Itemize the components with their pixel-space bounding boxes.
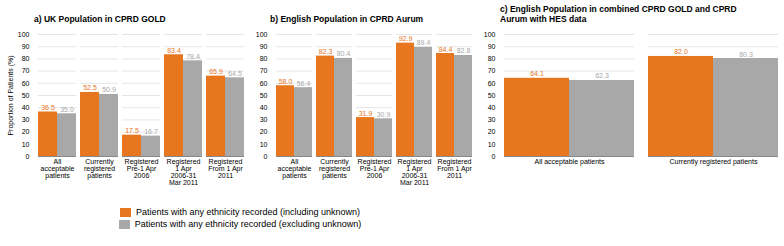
svg-text:65.9: 65.9 bbox=[209, 68, 223, 75]
svg-text:Allacceptablepatients: Allacceptablepatients bbox=[41, 158, 75, 180]
svg-text:64.5: 64.5 bbox=[228, 70, 242, 77]
svg-text:30: 30 bbox=[488, 116, 496, 123]
svg-text:36.5: 36.5 bbox=[41, 104, 55, 111]
svg-text:58.0: 58.0 bbox=[279, 78, 293, 85]
svg-text:60: 60 bbox=[260, 80, 268, 87]
svg-text:All acceptable patients: All acceptable patients bbox=[534, 158, 605, 166]
svg-text:17.5: 17.5 bbox=[125, 127, 139, 134]
svg-text:RegisteredPre-1 Apr2006: RegisteredPre-1 Apr2006 bbox=[358, 158, 392, 179]
svg-text:30: 30 bbox=[260, 116, 268, 123]
svg-text:30.9: 30.9 bbox=[377, 111, 391, 118]
svg-text:Allacceptablepatients: Allacceptablepatients bbox=[278, 158, 312, 180]
html-text:Patients with any ethnicity re: Patients with any ethnicity recorded (ex… bbox=[134, 219, 362, 229]
svg-text:40: 40 bbox=[260, 104, 268, 111]
svg-text:10: 10 bbox=[488, 141, 496, 148]
svg-text:Registered1 Apr2006-31Mar 2011: Registered1 Apr2006-31Mar 2011 bbox=[167, 158, 201, 186]
svg-text:31.9: 31.9 bbox=[359, 110, 373, 117]
svg-text:60: 60 bbox=[22, 80, 30, 87]
svg-text:62.3: 62.3 bbox=[595, 72, 609, 79]
svg-text:10: 10 bbox=[22, 141, 30, 148]
svg-text:56.4: 56.4 bbox=[297, 80, 311, 87]
svg-text:RegisteredFrom 1 Apr2011: RegisteredFrom 1 Apr2011 bbox=[208, 158, 243, 179]
svg-text:35.0: 35.0 bbox=[60, 106, 74, 113]
svg-text:82.3: 82.3 bbox=[319, 48, 333, 55]
html-text:Patients with any ethnicity re: Patients with any ethnicity recorded (in… bbox=[135, 207, 361, 217]
svg-text:20: 20 bbox=[22, 128, 30, 135]
svg-text:78.4: 78.4 bbox=[186, 53, 200, 60]
svg-text:80: 80 bbox=[260, 55, 268, 62]
svg-text:60: 60 bbox=[488, 80, 496, 87]
svg-text:Currentlyregisteredpatients: Currentlyregisteredpatients bbox=[84, 158, 115, 180]
svg-text:50.9: 50.9 bbox=[102, 86, 116, 93]
svg-text:50: 50 bbox=[488, 92, 496, 99]
svg-text:0: 0 bbox=[492, 153, 496, 160]
svg-text:0: 0 bbox=[264, 153, 268, 160]
svg-text:82.0: 82.0 bbox=[674, 48, 688, 55]
svg-text:RegisteredPre-1 Apr2006: RegisteredPre-1 Apr2006 bbox=[125, 158, 159, 179]
svg-text:Registered1 Apr2006-31Mar 2011: Registered1 Apr2006-31Mar 2011 bbox=[398, 158, 432, 186]
svg-text:89.4: 89.4 bbox=[417, 39, 431, 46]
svg-text:84.4: 84.4 bbox=[439, 46, 453, 53]
svg-text:70: 70 bbox=[260, 67, 268, 74]
svg-text:92.9: 92.9 bbox=[399, 35, 413, 42]
svg-text:80: 80 bbox=[22, 55, 30, 62]
svg-text:70: 70 bbox=[488, 67, 496, 74]
svg-text:Currentlyregisteredpatients: Currentlyregisteredpatients bbox=[319, 158, 350, 180]
html-text:a) UK Population in CPRD GOLD: a) UK Population in CPRD GOLD bbox=[34, 14, 166, 24]
svg-text:100: 100 bbox=[18, 31, 30, 38]
svg-text:50: 50 bbox=[22, 92, 30, 99]
svg-text:10: 10 bbox=[260, 141, 268, 148]
svg-text:64.1: 64.1 bbox=[530, 70, 544, 77]
svg-text:70: 70 bbox=[22, 67, 30, 74]
svg-text:40: 40 bbox=[22, 104, 30, 111]
svg-text:80: 80 bbox=[488, 55, 496, 62]
svg-text:52.5: 52.5 bbox=[83, 84, 97, 91]
svg-text:Proportion of Patients (%): Proportion of Patients (%) bbox=[7, 55, 15, 135]
svg-text:83.4: 83.4 bbox=[167, 47, 181, 54]
html-text:c) English Population in combi: c) English Population in combined CPRD G… bbox=[500, 4, 737, 24]
svg-text:80.3: 80.3 bbox=[739, 51, 753, 58]
svg-text:16.7: 16.7 bbox=[144, 128, 158, 135]
svg-text:80.4: 80.4 bbox=[337, 50, 351, 57]
svg-text:40: 40 bbox=[488, 104, 496, 111]
svg-text:82.8: 82.8 bbox=[457, 47, 471, 54]
svg-text:Currently registered patients: Currently registered patients bbox=[670, 158, 758, 166]
svg-text:90: 90 bbox=[22, 43, 30, 50]
svg-text:20: 20 bbox=[488, 128, 496, 135]
svg-text:100: 100 bbox=[256, 31, 268, 38]
svg-text:RegisteredFrom 1 Apr2011: RegisteredFrom 1 Apr2011 bbox=[437, 158, 472, 179]
svg-text:90: 90 bbox=[260, 43, 268, 50]
svg-text:30: 30 bbox=[22, 116, 30, 123]
svg-text:90: 90 bbox=[488, 43, 496, 50]
svg-text:20: 20 bbox=[260, 128, 268, 135]
html-text:b) English Population in CPRD: b) English Population in CPRD Aurum bbox=[270, 14, 424, 24]
svg-text:0: 0 bbox=[26, 153, 30, 160]
svg-text:100: 100 bbox=[484, 31, 496, 38]
svg-text:50: 50 bbox=[260, 92, 268, 99]
